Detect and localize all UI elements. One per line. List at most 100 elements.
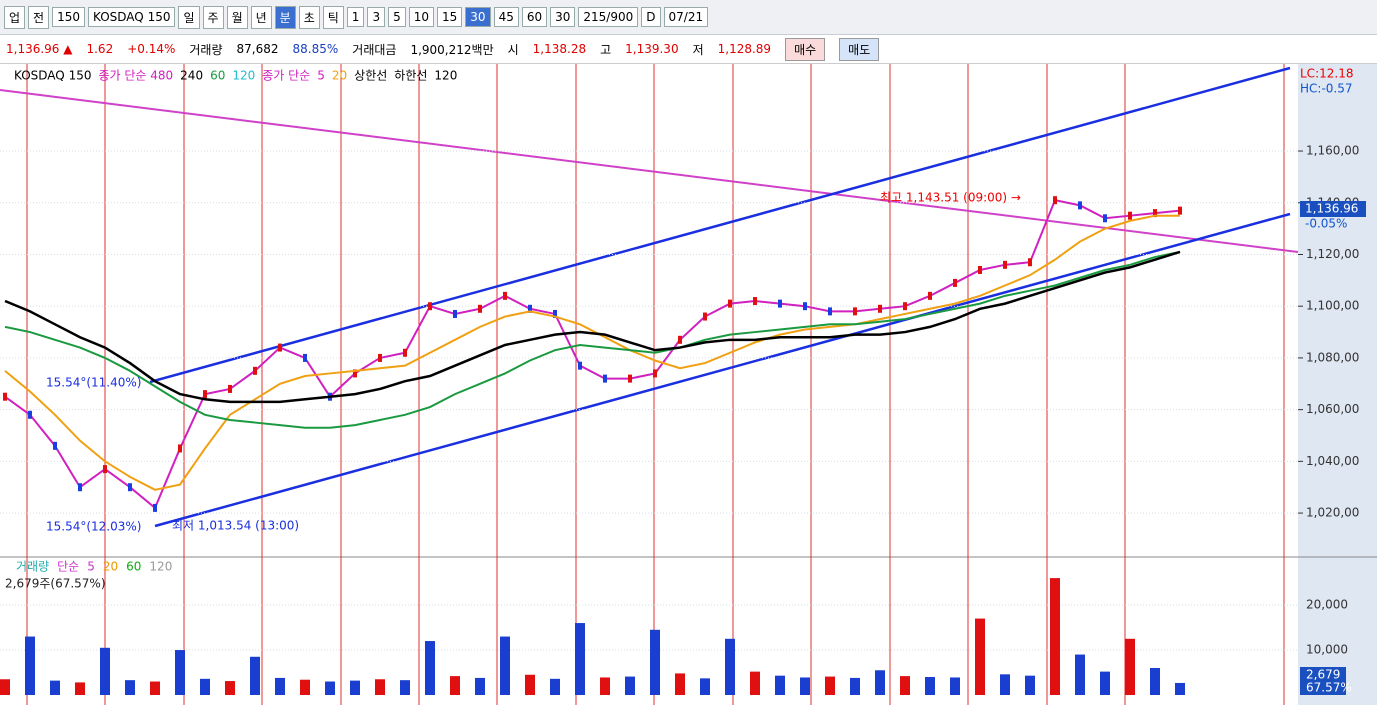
candle bbox=[1003, 260, 1007, 269]
toolbar-item[interactable]: 년 bbox=[250, 5, 272, 29]
legend-item: 종가 단순 bbox=[262, 69, 310, 83]
toolbar-item[interactable]: 10 bbox=[408, 7, 434, 27]
candle bbox=[278, 343, 282, 352]
volume-bar bbox=[1150, 668, 1160, 695]
candle bbox=[128, 483, 132, 492]
candle bbox=[353, 369, 357, 378]
y-tick-label: 1,060,00 bbox=[1306, 402, 1359, 416]
sell-button[interactable]: 매도 bbox=[839, 37, 880, 61]
volume-bar bbox=[325, 681, 335, 695]
candle bbox=[828, 307, 832, 316]
candle bbox=[253, 366, 257, 375]
candle bbox=[103, 465, 107, 474]
last-value: 2,679 bbox=[1306, 668, 1340, 682]
label: 거래량 bbox=[189, 42, 223, 57]
y-tick-label: 1,080,00 bbox=[1306, 350, 1359, 364]
toolbar-item[interactable]: 틱 bbox=[322, 5, 344, 29]
volume-bar bbox=[675, 673, 685, 695]
annotation: HC:-0.57 bbox=[1300, 82, 1353, 96]
toolbar-item[interactable]: 30 bbox=[550, 7, 576, 27]
toolbar: 업 전 150 KOSDAQ 150 일 주 월 년 분 초 틱 1 3 5 10 15 30 45 60 30 215… bbox=[0, 0, 1377, 35]
candle bbox=[678, 335, 682, 344]
volume-bar bbox=[450, 676, 460, 695]
candle bbox=[603, 374, 607, 383]
volume-bar bbox=[500, 636, 510, 695]
toolbar-item[interactable]: 초 bbox=[298, 5, 320, 29]
volume-bar bbox=[875, 670, 885, 695]
y-tick-label: 1,100,00 bbox=[1306, 299, 1359, 313]
toolbar-item[interactable]: 30 bbox=[465, 7, 491, 27]
annotation: 최고 1,143.51 (09:00) → bbox=[880, 191, 1021, 205]
legend-item: 120 bbox=[232, 69, 255, 83]
channel-upper bbox=[149, 66, 1291, 384]
candle bbox=[928, 291, 932, 300]
ma-line bbox=[4, 250, 1181, 404]
candle bbox=[978, 265, 982, 274]
legend-item: 거래량 bbox=[16, 560, 49, 574]
toolbar-item[interactable]: 주 bbox=[202, 5, 224, 29]
volume-ratio: 88.85% bbox=[292, 42, 339, 56]
y-tick-label: 1,120,00 bbox=[1306, 247, 1359, 261]
volume-bar bbox=[25, 636, 35, 695]
toolbar-item[interactable]: 분 bbox=[274, 5, 296, 29]
ma-line bbox=[4, 199, 1181, 510]
toolbar-item[interactable]: KOSDAQ 150 bbox=[88, 7, 176, 27]
toolbar-item[interactable]: 45 bbox=[493, 7, 519, 27]
y-tick-label: 10,000 bbox=[1306, 643, 1348, 657]
toolbar-item[interactable]: 5 bbox=[388, 7, 406, 27]
volume-bar bbox=[475, 677, 485, 695]
candle bbox=[503, 291, 507, 300]
volume-bar bbox=[950, 677, 960, 695]
volume-bar bbox=[1100, 671, 1110, 695]
toolbar-item[interactable]: 60 bbox=[521, 7, 548, 27]
toolbar-item[interactable]: 150 bbox=[52, 7, 85, 27]
high: 1,139.30 bbox=[625, 42, 679, 56]
y-tick-label: 1,040,00 bbox=[1306, 454, 1359, 468]
label: 저 bbox=[692, 42, 704, 57]
volume-bar bbox=[750, 671, 760, 695]
legend-item: 종가 단순 480 bbox=[98, 69, 173, 83]
candle bbox=[1078, 201, 1082, 210]
ma-line bbox=[4, 250, 1181, 429]
volume-bar bbox=[150, 681, 160, 695]
candle bbox=[1128, 211, 1132, 220]
candle bbox=[853, 307, 857, 316]
volume-bar bbox=[50, 680, 60, 695]
volume-bar bbox=[100, 647, 110, 695]
volume: 87,682 bbox=[236, 42, 279, 56]
toolbar-item[interactable]: 3 bbox=[367, 7, 386, 27]
legend-item: 60 bbox=[210, 69, 225, 83]
change-pct: +0.14% bbox=[127, 42, 176, 56]
legend-item: 20 bbox=[103, 560, 118, 574]
quote-bar: 1,136.96 ▲ 1.62 +0.14% 거래량 87,682 88.85%… bbox=[0, 35, 1377, 64]
candle bbox=[1178, 206, 1182, 215]
toolbar-item[interactable]: 업 bbox=[4, 5, 26, 29]
price: 1,136.96 ▲ bbox=[6, 42, 73, 56]
toolbar-item[interactable]: 1 bbox=[346, 7, 365, 27]
toolbar-item[interactable]: 월 bbox=[226, 5, 248, 29]
candle bbox=[428, 302, 432, 311]
buy-button[interactable]: 매수 bbox=[785, 37, 826, 61]
candle bbox=[778, 299, 782, 308]
volume-bar bbox=[75, 682, 85, 695]
toolbar-item[interactable]: 전 bbox=[28, 5, 50, 29]
toolbar-item[interactable]: 07/21 bbox=[663, 7, 709, 27]
legend-item: 단순 bbox=[57, 560, 79, 574]
annotation: 최저 1,013.54 (13:00) bbox=[172, 519, 299, 533]
legend-item: 60 bbox=[126, 560, 141, 574]
legend-item: 20 bbox=[332, 69, 347, 83]
amount: 1,900,212백만 bbox=[410, 42, 494, 57]
toolbar-item[interactable]: 15 bbox=[437, 7, 463, 27]
volume-bar bbox=[1000, 674, 1010, 695]
volume-bar bbox=[775, 675, 785, 695]
toolbar-item[interactable]: 일 bbox=[178, 5, 200, 29]
volume-bar bbox=[650, 629, 660, 695]
candle bbox=[378, 353, 382, 362]
candle bbox=[228, 384, 232, 393]
toolbar-item[interactable]: D bbox=[641, 7, 661, 27]
toolbar-item[interactable]: 215/900 bbox=[578, 7, 639, 27]
candle bbox=[1153, 209, 1157, 218]
candle bbox=[803, 302, 807, 311]
axis-panel bbox=[1298, 64, 1377, 705]
